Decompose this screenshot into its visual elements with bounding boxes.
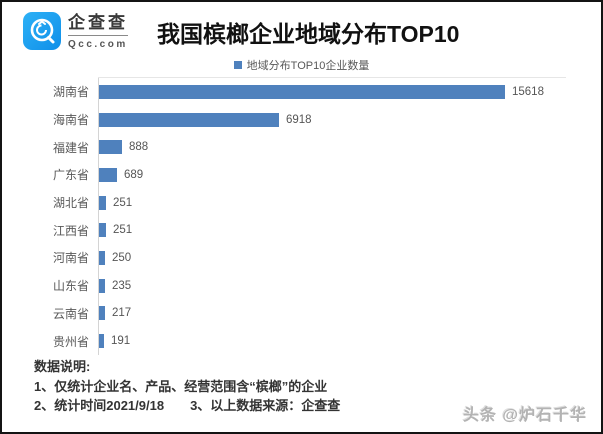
- category-label: 海南省: [52, 113, 89, 128]
- notes-line-2-right: 3、以上数据来源：企查查: [190, 398, 341, 413]
- bar-track: 6918: [98, 105, 587, 134]
- bar-row: 湖南省 15618: [2, 78, 587, 106]
- legend-label: 地域分布TOP10企业数量: [246, 60, 370, 72]
- bar-track: 191: [98, 327, 587, 355]
- notes-heading: 数据说明:: [34, 359, 91, 374]
- category-label: 河南省: [52, 251, 89, 266]
- notes-line-2: 2、统计时间2021/9/18 3、以上数据来源：企查查: [34, 396, 340, 416]
- bar: [99, 278, 105, 293]
- bar: [99, 112, 279, 127]
- page-title: 我国槟榔企业地域分布TOP10: [157, 21, 460, 47]
- bar-track: 251: [98, 188, 587, 217]
- bar: [99, 84, 505, 99]
- category-label: 湖南省: [52, 85, 89, 100]
- bar-track: 689: [98, 161, 587, 189]
- bar: [99, 250, 105, 265]
- bar-track: 217: [98, 299, 587, 328]
- bar-value-label: 6918: [286, 113, 312, 126]
- category-label: 湖北省: [52, 196, 89, 211]
- bar-track: 235: [98, 271, 587, 300]
- bar-value-label: 250: [112, 251, 132, 264]
- bar: [99, 167, 117, 182]
- category-label: 贵州省: [52, 334, 89, 349]
- bar-value-label: 235: [112, 279, 132, 292]
- bar-track: 250: [98, 244, 587, 272]
- bar-chart: 湖南省 15618 海南省 6918 福建省 888 广东省 689 湖北省 251 江西省 251 河…: [2, 78, 587, 355]
- watermark: 头条 @炉石千华: [462, 407, 587, 424]
- bar-row: 云南省 217: [2, 299, 587, 328]
- bar: [99, 306, 105, 321]
- bar-value-label: 191: [111, 335, 131, 348]
- category-label: 云南省: [52, 306, 89, 321]
- bar-track: 15618: [98, 78, 587, 106]
- bar-track: 888: [98, 133, 587, 162]
- bar-row: 福建省 888: [2, 133, 587, 162]
- bar-track: 251: [98, 216, 587, 245]
- bar: [99, 140, 122, 155]
- bar-value-label: 15618: [512, 85, 544, 98]
- bar-row: 湖北省 251: [2, 188, 587, 217]
- legend-swatch-icon: [233, 61, 242, 69]
- brand-domain: Qcc.com: [68, 39, 128, 50]
- category-label: 福建省: [52, 140, 89, 155]
- notes-line-1: 1、仅统计企业名、产品、经营范围含“槟榔”的企业: [34, 378, 328, 394]
- category-label: 山东省: [52, 279, 89, 294]
- plot-area-top-border: [98, 77, 566, 78]
- brand-block: 企查查 Qcc.com: [68, 13, 128, 50]
- bar: [99, 223, 106, 238]
- bar-row: 贵州省 191: [2, 327, 587, 355]
- chart-legend: 地域分布TOP10企业数量: [2, 57, 601, 73]
- bar: [99, 334, 104, 349]
- qcc-logo-icon: [23, 12, 61, 50]
- bar-value-label: 251: [113, 196, 133, 209]
- bar-row: 海南省 6918: [2, 105, 587, 134]
- bar-row: 山东省 235: [2, 271, 587, 300]
- bar-row: 广东省 689: [2, 161, 587, 189]
- data-notes: 数据说明: 1、仅统计企业名、产品、经营范围含“槟榔”的企业 2、统计时间202…: [34, 357, 340, 416]
- bar-row: 江西省 251: [2, 216, 587, 245]
- brand-name: 企查查: [68, 13, 128, 36]
- category-label: 广东省: [52, 168, 89, 183]
- category-label: 江西省: [52, 223, 89, 238]
- notes-line-2-left: 2、统计时间2021/9/18: [34, 398, 165, 413]
- bar-value-label: 888: [129, 141, 149, 154]
- bar-value-label: 217: [112, 307, 132, 320]
- bar-row: 河南省 250: [2, 244, 587, 272]
- bar-value-label: 689: [124, 168, 144, 181]
- bar: [99, 195, 106, 210]
- bar-value-label: 251: [113, 224, 133, 237]
